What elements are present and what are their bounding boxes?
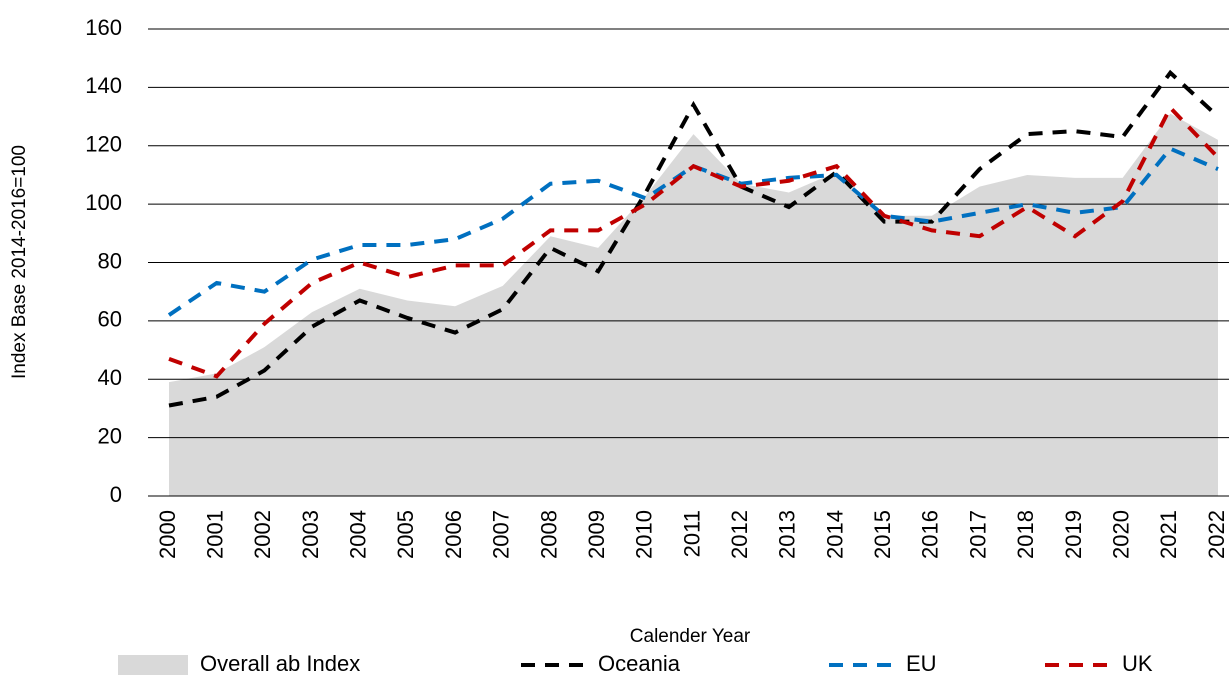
y-tick-label: 120 <box>85 132 122 157</box>
y-tick-label: 60 <box>98 307 122 332</box>
legend-label: Oceania <box>598 651 681 676</box>
legend-label: UK <box>1122 651 1153 676</box>
line <box>168 69 1220 408</box>
x-tick-label: 2001 <box>202 510 227 559</box>
legend-swatch <box>118 655 188 675</box>
line <box>168 104 1220 379</box>
x-tick-label: 2017 <box>965 510 990 559</box>
x-tick-label: 2005 <box>393 510 418 559</box>
area <box>169 113 1218 497</box>
y-tick-label: 20 <box>98 423 122 448</box>
x-tick-label: 2004 <box>346 510 371 559</box>
x-axis-title: Calender Year <box>630 626 751 647</box>
y-axis-title: Index Base 2014-2016=100 <box>9 145 30 379</box>
legend-label: Overall ab Index <box>200 651 360 676</box>
y-tick-label: 40 <box>98 365 122 390</box>
x-tick-label: 2000 <box>155 510 180 559</box>
legend-label: EU <box>906 651 937 676</box>
x-tick-label: 2016 <box>918 510 943 559</box>
x-tick-label: 2008 <box>536 510 561 559</box>
x-tick-label: 2003 <box>298 510 323 559</box>
x-tick-label: 2012 <box>727 510 752 559</box>
x-tick-label: 2002 <box>250 510 275 559</box>
y-tick-label: 100 <box>85 190 122 215</box>
x-tick-label: 2010 <box>632 510 657 559</box>
y-tick-label: 140 <box>85 73 122 98</box>
x-tick-label: 2011 <box>679 510 704 557</box>
x-tick-label: 2019 <box>1061 510 1086 559</box>
x-tick-label: 2006 <box>441 510 466 559</box>
y-tick-label: 160 <box>85 15 122 40</box>
y-tick-label: 0 <box>110 482 122 507</box>
x-tick-label: 2020 <box>1108 510 1133 559</box>
x-tick-label: 2013 <box>775 510 800 559</box>
x-tick-label: 2015 <box>870 510 895 559</box>
x-tick-label: 2009 <box>584 510 609 559</box>
x-tick-label: 2022 <box>1204 510 1229 559</box>
x-tick-label: 2007 <box>489 510 514 559</box>
x-tick-label: 2021 <box>1156 510 1181 559</box>
x-tick-label: 2014 <box>822 510 847 559</box>
y-tick-label: 80 <box>98 248 122 273</box>
x-tick-label: 2018 <box>1013 510 1038 559</box>
